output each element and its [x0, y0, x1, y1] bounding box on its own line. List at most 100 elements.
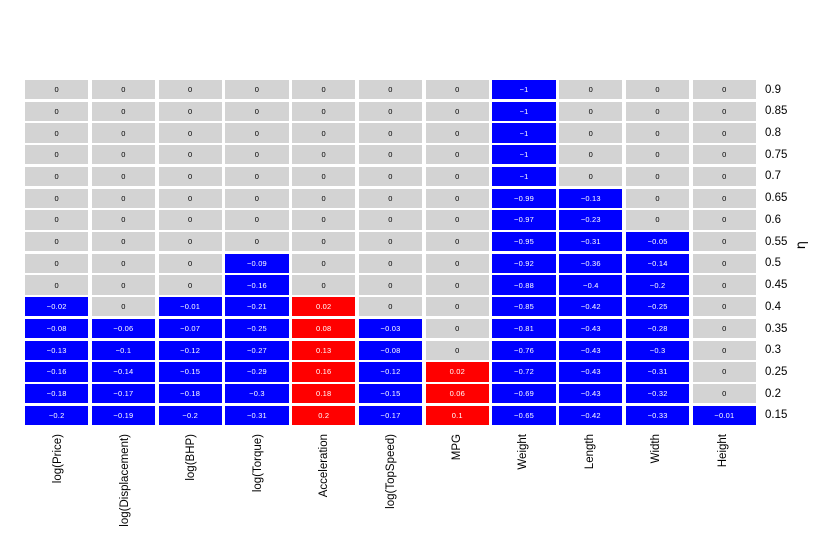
heatmap-cell: 0	[559, 145, 623, 165]
heatmap-cell: 0	[25, 145, 89, 165]
heatmap-cell: −0.76	[492, 340, 556, 360]
heatmap-cell: −0.15	[358, 384, 423, 404]
y-tick-label: 0.8	[765, 127, 781, 140]
heatmap-cell: 0	[425, 188, 489, 208]
heatmap-cell: 0	[625, 123, 690, 143]
heatmap-cell: 0	[692, 101, 756, 121]
heatmap-cell: 0	[692, 123, 756, 143]
heatmap-cell: −0.27	[225, 340, 289, 360]
heatmap-cell: 0	[158, 80, 222, 100]
heatmap-cell: 0	[25, 80, 89, 100]
x-tick-label: Length	[583, 434, 596, 470]
heatmap-cell: 0	[25, 101, 89, 121]
heatmap-cell: −0.08	[25, 318, 89, 339]
heatmap-cell: 0	[425, 210, 489, 230]
heatmap-cell: 0.18	[292, 384, 356, 404]
heatmap-cell: 0	[425, 123, 489, 143]
heatmap-cell: 0	[25, 275, 89, 295]
heatmap-cell: −0.13	[25, 340, 89, 360]
heatmap-cell: 0	[158, 145, 222, 165]
heatmap-cell: 0	[91, 188, 156, 208]
heatmap-cell: 0	[292, 101, 356, 121]
heatmap-cell: −0.92	[492, 253, 556, 273]
heatmap-cell: 0	[158, 232, 222, 252]
heatmap-cell: −0.25	[225, 318, 289, 339]
heatmap-cell: 0	[358, 145, 423, 165]
heatmap-cell: 0.02	[292, 297, 356, 317]
heatmap-cell: 0	[692, 232, 756, 252]
heatmap-cell: 0	[91, 145, 156, 165]
heatmap-cell: 0	[91, 123, 156, 143]
y-tick-label: 0.4	[765, 300, 781, 313]
heatmap-cell: 0	[358, 275, 423, 295]
heatmap-cell: −0.03	[358, 318, 423, 339]
heatmap-cell: 0	[358, 123, 423, 143]
heatmap-cell: 0	[91, 166, 156, 187]
heatmap-cell: 0	[225, 232, 289, 252]
heatmap-cell: 0	[225, 123, 289, 143]
heatmap-cell: −0.32	[625, 384, 690, 404]
heatmap-cell: −1	[492, 80, 556, 100]
heatmap-cell: −0.3	[225, 384, 289, 404]
heatmap-cell: −0.69	[492, 384, 556, 404]
heatmap-cell: 0	[358, 210, 423, 230]
heatmap-cell: −0.28	[625, 318, 690, 339]
heatmap-cell: −0.17	[91, 384, 156, 404]
heatmap-cell: 0.08	[292, 318, 356, 339]
heatmap-cell: −0.4	[559, 275, 623, 295]
heatmap-cell: −0.72	[492, 362, 556, 382]
heatmap-cell: −0.1	[91, 340, 156, 360]
heatmap-cell: 0	[225, 101, 289, 121]
heatmap-cell: −0.09	[225, 253, 289, 273]
heatmap-cell: −0.95	[492, 232, 556, 252]
heatmap-cell: 0	[158, 188, 222, 208]
heatmap-cell: −0.02	[25, 297, 89, 317]
heatmap-cell: 0	[25, 123, 89, 143]
heatmap-cell: −0.13	[559, 188, 623, 208]
heatmap-cell: −0.42	[559, 405, 623, 425]
heatmap-cell: −0.3	[625, 340, 690, 360]
heatmap-cell: 0	[692, 275, 756, 295]
heatmap-cell: 0	[225, 145, 289, 165]
heatmap-cell: −0.01	[692, 405, 756, 425]
heatmap-cell: 0	[559, 123, 623, 143]
heatmap-cell: 0.1	[425, 405, 489, 425]
y-tick-label: 0.15	[765, 409, 788, 422]
heatmap-cell: 0	[358, 188, 423, 208]
heatmap-cell: −0.12	[158, 340, 222, 360]
heatmap-cell: −0.43	[559, 362, 623, 382]
heatmap-cell: 0	[692, 362, 756, 382]
heatmap-cell: −0.33	[625, 405, 690, 425]
heatmap-cell: 0	[158, 166, 222, 187]
heatmap-cell: 0	[292, 188, 356, 208]
heatmap-cell: 0	[425, 232, 489, 252]
y-tick-label: 0.55	[765, 235, 788, 248]
heatmap-cell: 0	[692, 80, 756, 100]
heatmap-cell: 0	[25, 232, 89, 252]
heatmap-cell: −0.31	[625, 362, 690, 382]
x-tick-label: Weight	[517, 434, 530, 470]
heatmap-cell: −0.99	[492, 188, 556, 208]
y-tick-label: 0.7	[765, 170, 781, 183]
heatmap-cell: 0	[358, 232, 423, 252]
y-tick-label: 0.6	[765, 213, 781, 226]
y-tick-label: 0.35	[765, 322, 788, 335]
heatmap-cell: 0	[692, 210, 756, 230]
heatmap-cell: 0	[158, 210, 222, 230]
heatmap-cell: −0.19	[91, 405, 156, 425]
heatmap-cell: 0	[425, 318, 489, 339]
heatmap-cell: 0	[158, 253, 222, 273]
x-tick-label: log(Price)	[52, 434, 65, 484]
y-tick-label: 0.75	[765, 148, 788, 161]
heatmap-cell: 0	[91, 297, 156, 317]
heatmap-cell: 0	[559, 166, 623, 187]
heatmap-cell: −0.01	[158, 297, 222, 317]
heatmap-cell: 0	[692, 340, 756, 360]
heatmap-cell: −1	[492, 123, 556, 143]
heatmap-cell: 0	[158, 123, 222, 143]
heatmap-cell: −0.36	[559, 253, 623, 273]
heatmap-cell: 0	[292, 275, 356, 295]
heatmap-cell: 0	[25, 210, 89, 230]
heatmap-cell: 0	[425, 253, 489, 273]
